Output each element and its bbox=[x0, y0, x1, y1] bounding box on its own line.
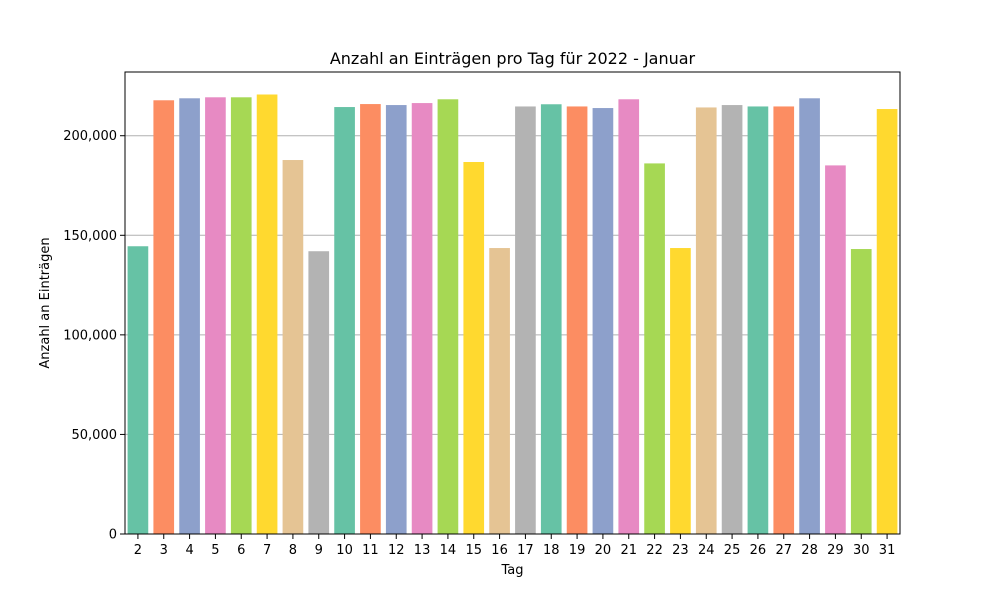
bar-day-5 bbox=[205, 97, 226, 534]
bar-day-28 bbox=[799, 98, 820, 535]
y-tick-label: 100,000 bbox=[63, 328, 117, 343]
x-tick-label: 15 bbox=[465, 543, 482, 558]
bar-day-27 bbox=[773, 106, 795, 534]
bar-day-20 bbox=[592, 108, 614, 534]
x-tick-label: 14 bbox=[440, 543, 457, 558]
bar-day-11 bbox=[360, 104, 381, 534]
bars bbox=[127, 94, 898, 535]
x-tick-label: 18 bbox=[543, 543, 560, 558]
x-tick-label: 27 bbox=[775, 543, 792, 558]
bar-day-18 bbox=[540, 104, 562, 534]
x-tick-label: 31 bbox=[879, 543, 896, 558]
bar-day-7 bbox=[256, 94, 278, 534]
x-tick-label: 10 bbox=[336, 543, 353, 558]
y-tick-label: 150,000 bbox=[63, 229, 117, 244]
y-tick-label: 0 bbox=[109, 528, 117, 543]
x-tick-label: 2 bbox=[134, 543, 142, 558]
x-tick-label: 26 bbox=[750, 543, 767, 558]
bar-day-13 bbox=[411, 103, 433, 534]
chart-title: Anzahl an Einträgen pro Tag für 2022 - J… bbox=[330, 49, 696, 68]
x-tick-label: 6 bbox=[237, 543, 245, 558]
bar-day-14 bbox=[437, 99, 459, 535]
x-tick-label: 23 bbox=[672, 543, 689, 558]
x-tick-label: 12 bbox=[388, 543, 405, 558]
bar-day-12 bbox=[385, 105, 407, 535]
x-tick-label: 29 bbox=[827, 543, 844, 558]
bar-day-31 bbox=[876, 109, 898, 534]
x-axis-label: Tag bbox=[500, 563, 523, 578]
x-tick-label: 11 bbox=[362, 543, 379, 558]
x-tick-label: 21 bbox=[620, 543, 637, 558]
x-tick-label: 19 bbox=[569, 543, 586, 558]
bar-day-16 bbox=[489, 248, 510, 534]
bar-day-15 bbox=[463, 162, 485, 534]
bar-day-25 bbox=[721, 105, 743, 535]
x-tick-label: 30 bbox=[853, 543, 870, 558]
bar-day-2 bbox=[127, 246, 149, 534]
plot-frame bbox=[124, 71, 901, 535]
x-tick-label: 8 bbox=[289, 543, 297, 558]
y-axis-ticks: 0 50,000 100,000 150,000 200,000 bbox=[63, 129, 125, 543]
y-axis-label: Anzahl an Einträgen bbox=[38, 237, 53, 368]
bar-day-3 bbox=[153, 100, 175, 534]
x-tick-label: 22 bbox=[646, 543, 663, 558]
bar-day-9 bbox=[308, 251, 330, 535]
x-tick-label: 17 bbox=[517, 543, 534, 558]
y-tick-label: 50,000 bbox=[72, 428, 118, 443]
bar-day-22 bbox=[644, 163, 665, 535]
x-tick-label: 9 bbox=[315, 543, 323, 558]
bar-day-30 bbox=[850, 249, 872, 534]
x-tick-label: 4 bbox=[185, 543, 193, 558]
x-tick-label: 13 bbox=[414, 543, 431, 558]
bar-day-24 bbox=[695, 107, 717, 535]
bar-day-8 bbox=[282, 160, 304, 534]
bar-day-29 bbox=[825, 165, 846, 534]
x-tick-label: 25 bbox=[724, 543, 741, 558]
x-tick-label: 5 bbox=[211, 543, 219, 558]
bar-day-10 bbox=[334, 107, 355, 534]
bar-day-19 bbox=[566, 106, 588, 534]
x-tick-label: 7 bbox=[263, 543, 271, 558]
x-tick-label: 16 bbox=[491, 543, 508, 558]
x-tick-label: 24 bbox=[698, 543, 715, 558]
x-tick-label: 20 bbox=[595, 543, 612, 558]
bar-day-26 bbox=[747, 106, 769, 534]
bar-day-4 bbox=[179, 98, 200, 535]
x-axis-ticks: 2 3 4 5 6 7 8 9 10 11 12 13 14 15 16 17 18 19 20 21 22 23 24 25… bbox=[134, 534, 896, 558]
bar-day-23 bbox=[670, 248, 691, 534]
y-tick-label: 200,000 bbox=[63, 129, 117, 144]
x-tick-label: 3 bbox=[160, 543, 168, 558]
bar-day-6 bbox=[230, 97, 252, 534]
bar-day-21 bbox=[618, 99, 640, 535]
bar-day-17 bbox=[515, 106, 536, 534]
x-tick-label: 28 bbox=[801, 543, 818, 558]
